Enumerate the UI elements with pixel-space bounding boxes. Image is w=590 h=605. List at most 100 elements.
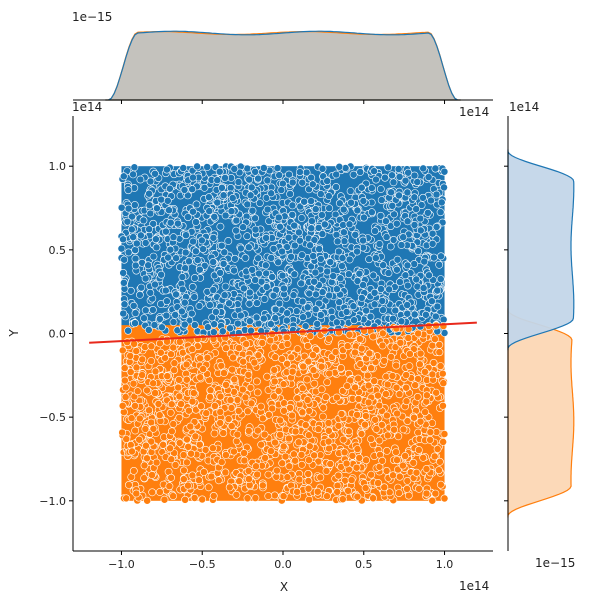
scatter-point: [165, 206, 173, 215]
scatter-point: [420, 257, 429, 266]
scatter-point: [353, 410, 361, 419]
scatter-point: [258, 414, 267, 423]
scatter-point: [145, 189, 153, 198]
scatter-point: [290, 241, 299, 250]
scatter-point: [221, 173, 229, 182]
scatter-point: [344, 486, 352, 495]
scatter-point: [411, 381, 420, 390]
scatter-point: [325, 291, 334, 300]
scatter-point: [367, 470, 376, 479]
scatter-point: [120, 255, 129, 264]
scatter-point: [370, 300, 379, 309]
scatter-point: [178, 273, 187, 281]
scatter-point: [309, 366, 318, 375]
scatter-point: [253, 470, 262, 479]
scatter-point: [339, 228, 348, 237]
scatter-point: [167, 473, 175, 482]
scatter-point: [210, 429, 219, 438]
scatter-point: [213, 198, 222, 207]
top-kde-blue: [105, 30, 461, 101]
scatter-point: [351, 230, 360, 239]
scatter-point: [239, 223, 247, 232]
scatter-point: [228, 194, 237, 202]
scatter-point: [215, 167, 224, 176]
scatter-point: [315, 245, 324, 253]
scatter-point: [169, 343, 178, 352]
scatter-point: [225, 483, 234, 492]
scatter-point: [196, 354, 204, 363]
scatter-point: [431, 164, 440, 173]
scatter-point: [251, 214, 259, 223]
scatter-point: [124, 204, 133, 213]
scatter-point: [297, 460, 306, 469]
scatter-point: [140, 474, 149, 482]
scatter-point: [240, 449, 248, 457]
scatter-point: [216, 392, 225, 401]
scatter-point: [410, 413, 418, 422]
scatter-point: [245, 175, 254, 184]
scatter-point: [272, 466, 281, 475]
scatter-point: [412, 205, 421, 213]
scatter-point: [120, 364, 129, 372]
x-tick-label: −0.5: [189, 558, 216, 571]
scatter-point: [404, 491, 413, 500]
scatter-point: [415, 360, 424, 369]
scatter-point: [310, 451, 318, 460]
scatter-point: [435, 457, 444, 466]
scatter-point: [136, 175, 145, 184]
scatter-point: [305, 406, 313, 415]
scatter-point: [285, 462, 294, 471]
scatter-point: [382, 446, 391, 455]
scatter-point: [179, 466, 188, 475]
scatter-point: [354, 374, 363, 383]
scatter-point: [395, 191, 403, 200]
scatter-point: [345, 220, 354, 229]
scatter-point: [146, 288, 155, 297]
scatter-point: [357, 183, 366, 192]
scatter-point: [307, 217, 316, 225]
scatter-point: [235, 168, 244, 177]
scatter-point: [192, 200, 201, 209]
scatter-point: [348, 451, 357, 460]
scatter-point: [436, 362, 445, 370]
scatter-point: [380, 356, 389, 365]
scatter-point: [316, 473, 325, 482]
scatter-point: [254, 174, 262, 183]
scatter-point: [216, 268, 225, 277]
scatter-point: [369, 494, 377, 503]
scatter-point: [393, 255, 402, 264]
scatter-point: [367, 184, 376, 192]
scatter-point: [391, 306, 400, 315]
scatter-point: [131, 426, 140, 435]
scatter-point: [343, 382, 352, 390]
scatter-point: [195, 476, 203, 485]
scatter-point: [365, 349, 374, 358]
scatter-point: [403, 417, 412, 425]
scatter-point: [347, 476, 356, 484]
scatter-point: [387, 188, 395, 197]
scatter-point: [436, 480, 445, 489]
scatter-point: [226, 396, 235, 405]
scatter-point: [222, 380, 230, 389]
scatter-point: [129, 379, 138, 388]
scatter-point: [287, 353, 296, 362]
scatter-point: [201, 445, 210, 454]
scatter-point: [428, 496, 437, 505]
scatter-point: [364, 398, 373, 407]
scatter-point: [211, 307, 220, 316]
scatter-point: [384, 269, 393, 277]
scatter-point: [419, 453, 428, 462]
scatter-point: [410, 193, 419, 202]
scatter-point: [137, 283, 146, 292]
scatter-point: [389, 235, 398, 244]
scatter-point: [130, 163, 139, 172]
scatter-point: [355, 453, 364, 462]
scatter-point: [333, 487, 342, 496]
scatter-point: [395, 390, 404, 399]
scatter-point: [440, 183, 448, 192]
scatter-point: [203, 323, 212, 332]
scatter-point: [157, 195, 166, 204]
scatter-point: [243, 164, 252, 173]
scatter-point: [190, 293, 199, 301]
scatter-point: [149, 379, 158, 388]
